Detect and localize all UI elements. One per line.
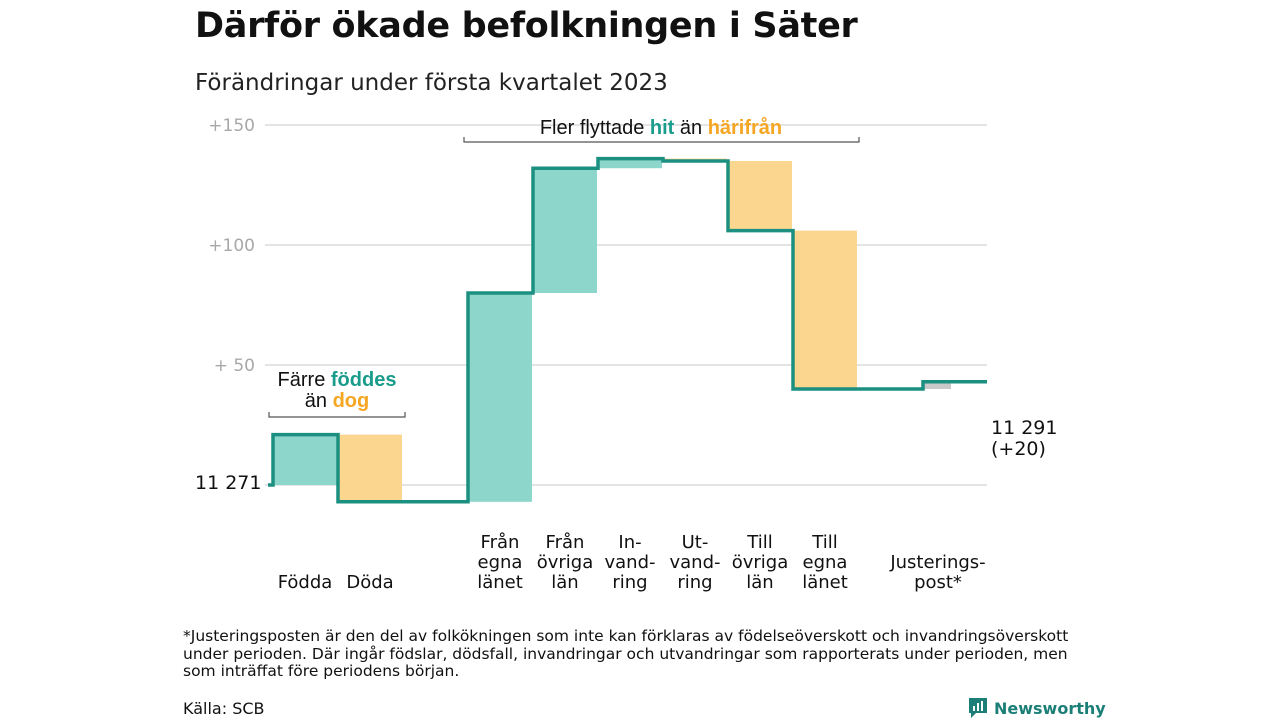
brand-name: Newsworthy bbox=[994, 698, 1106, 718]
x-tick-label: Till övriga län bbox=[732, 532, 789, 593]
x-tick-label: Justerings-post* bbox=[889, 552, 985, 593]
annotation-bracket-migration bbox=[463, 137, 860, 143]
y-tick-label: +150 bbox=[208, 116, 255, 136]
source-note: Källa: SCB bbox=[183, 699, 265, 718]
x-tick-label: Till egna länet bbox=[802, 532, 848, 593]
x-tick-label: Från övriga län bbox=[537, 532, 594, 593]
y-tick-label: + 50 bbox=[214, 356, 255, 376]
population-step-line bbox=[268, 156, 987, 504]
x-tick-label: Döda bbox=[346, 572, 393, 593]
x-tick-label: In-vand-ring bbox=[604, 532, 655, 593]
bar bbox=[468, 293, 532, 502]
chart-title: Därför ökade befolkningen i Säter bbox=[195, 6, 858, 46]
bar bbox=[728, 161, 792, 231]
annotation-births-line2: än dog bbox=[305, 390, 369, 412]
newsworthy-logo-icon bbox=[969, 698, 987, 718]
annotation-migration: Fler flyttade hit än härifrån bbox=[540, 116, 782, 139]
brand-logo[interactable]: Newsworthy bbox=[968, 697, 1106, 719]
bar bbox=[793, 230, 857, 389]
x-tick-label: Födda bbox=[278, 572, 333, 593]
x-tick-label: Ut-vand-ring bbox=[669, 532, 720, 593]
end-change-label: (+20) bbox=[991, 438, 1046, 460]
bar bbox=[923, 381, 951, 389]
bar bbox=[273, 434, 337, 485]
start-value-label: 11 271 bbox=[195, 472, 261, 494]
x-tick-label: Från egna länet bbox=[477, 532, 523, 593]
annotation-bracket-births bbox=[268, 412, 406, 418]
annotation-births-line1: Färre föddes bbox=[278, 369, 397, 391]
bar bbox=[338, 434, 402, 502]
footnote: *Justeringsposten är den del av folkökni… bbox=[183, 627, 1069, 680]
y-tick-label: +100 bbox=[208, 236, 255, 256]
chart-subtitle: Förändringar under första kvartalet 2023 bbox=[195, 70, 668, 96]
end-value-label: 11 291 bbox=[991, 417, 1057, 439]
bar bbox=[533, 168, 597, 293]
bar bbox=[598, 158, 662, 169]
